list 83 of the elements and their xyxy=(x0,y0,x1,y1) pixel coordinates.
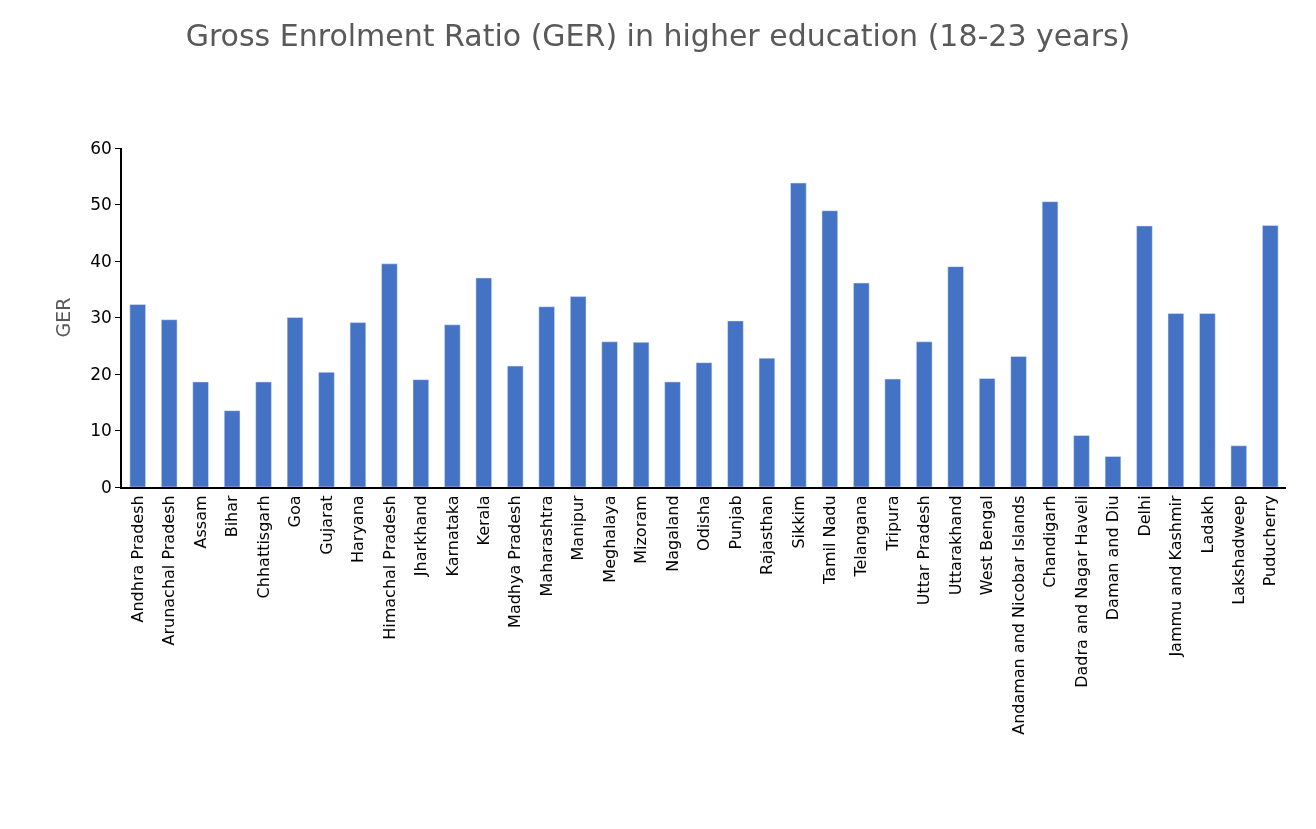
bar xyxy=(444,324,461,487)
bar xyxy=(1199,313,1216,487)
x-tick-label: Assam xyxy=(190,495,210,549)
bar xyxy=(318,372,335,487)
bar xyxy=(727,320,744,487)
x-tick-label: Uttar Pradesh xyxy=(914,495,934,606)
bar xyxy=(129,304,146,487)
x-tick-label: Haryana xyxy=(348,495,368,564)
bar xyxy=(1041,201,1059,487)
x-tick-label: Chhattisgarh xyxy=(253,495,273,599)
bar xyxy=(1104,456,1122,487)
bar xyxy=(1010,356,1027,487)
x-tick-label: Uttarakhand xyxy=(945,495,965,596)
bar xyxy=(538,306,555,487)
x-tick-label: Jammu and Kashmir xyxy=(1166,494,1186,658)
y-tick-label: 0 xyxy=(101,476,112,497)
bar xyxy=(821,210,838,487)
x-tick-label: Nagaland xyxy=(662,495,682,572)
bar xyxy=(979,378,996,487)
bar xyxy=(412,379,429,487)
x-tick-label: Madhya Pradesh xyxy=(505,495,525,628)
x-tick-label: Gujarat xyxy=(316,495,336,555)
y-tick-label: 60 xyxy=(90,137,112,158)
bar xyxy=(1262,225,1279,487)
x-tick-label: Ladakh xyxy=(1197,495,1217,554)
x-tick-label: Lakshadweep xyxy=(1229,495,1249,605)
x-tick-label: Bihar xyxy=(222,494,242,538)
x-tick-label: Andhra Pradesh xyxy=(127,495,147,623)
bar xyxy=(1073,435,1090,487)
x-tick-label: Meghalaya xyxy=(599,495,619,583)
bar xyxy=(1167,313,1185,487)
x-tick-label: Sikkim xyxy=(788,495,808,549)
y-tick-label: 40 xyxy=(90,250,112,271)
bar xyxy=(695,362,713,487)
x-tick-label: Rajasthan xyxy=(757,495,777,575)
x-tick-label: Delhi xyxy=(1134,495,1154,537)
y-axis-title: GER xyxy=(51,297,74,338)
x-tick-label: Arunachal Pradesh xyxy=(159,495,179,646)
x-tick-label: Himachal Pradesh xyxy=(379,495,399,640)
x-tick-label: Tripura xyxy=(882,495,902,552)
x-tick-label: Odisha xyxy=(694,495,714,551)
chart-title: Gross Enrolment Ratio (GER) in higher education (18-23 years) xyxy=(185,17,1131,53)
x-tick-label: Andaman and Nicobar Islands xyxy=(1008,495,1028,735)
bar xyxy=(664,381,681,487)
bar xyxy=(223,410,241,487)
x-tick-label: Maharashtra xyxy=(536,495,556,597)
bar xyxy=(507,365,524,487)
bar xyxy=(916,341,933,487)
x-tick-label: Telangana xyxy=(851,495,871,578)
bar xyxy=(1230,445,1247,487)
bar xyxy=(632,342,650,487)
x-tick-label: Tamil Nadu xyxy=(820,495,840,585)
x-tick-label: Puducherry xyxy=(1260,495,1280,587)
bar xyxy=(570,296,587,487)
x-tick-label: Chandigarh xyxy=(1040,495,1060,588)
x-tick-label: West Bengal xyxy=(977,495,997,596)
bar xyxy=(947,266,964,487)
bar xyxy=(161,319,178,487)
y-tick-label: 50 xyxy=(90,194,112,215)
bar xyxy=(1136,225,1153,487)
y-tick-label: 20 xyxy=(90,363,112,384)
x-tick-label: Kerala xyxy=(473,495,493,546)
x-tick-label: Dadra and Nagar Haveli xyxy=(1071,495,1091,688)
x-tick-label: Goa xyxy=(285,495,305,528)
x-tick-label: Manipur xyxy=(568,494,588,561)
y-tick-label: 10 xyxy=(90,420,112,441)
bar xyxy=(601,341,618,487)
x-tick-label: Daman and Diu xyxy=(1103,495,1123,621)
bar xyxy=(255,381,272,487)
bar xyxy=(286,317,304,487)
bar xyxy=(758,357,776,487)
x-tick-label: Mizoram xyxy=(631,495,651,564)
bar xyxy=(853,282,870,487)
bar xyxy=(790,182,807,487)
bar xyxy=(381,263,398,487)
bar xyxy=(349,322,367,487)
bar xyxy=(884,378,901,487)
bar xyxy=(192,381,209,487)
x-tick-label: Jharkhand xyxy=(411,495,431,578)
bar xyxy=(475,277,492,487)
y-tick-label: 30 xyxy=(90,307,112,328)
x-tick-label: Karnataka xyxy=(442,495,462,577)
x-tick-label: Punjab xyxy=(725,495,745,550)
